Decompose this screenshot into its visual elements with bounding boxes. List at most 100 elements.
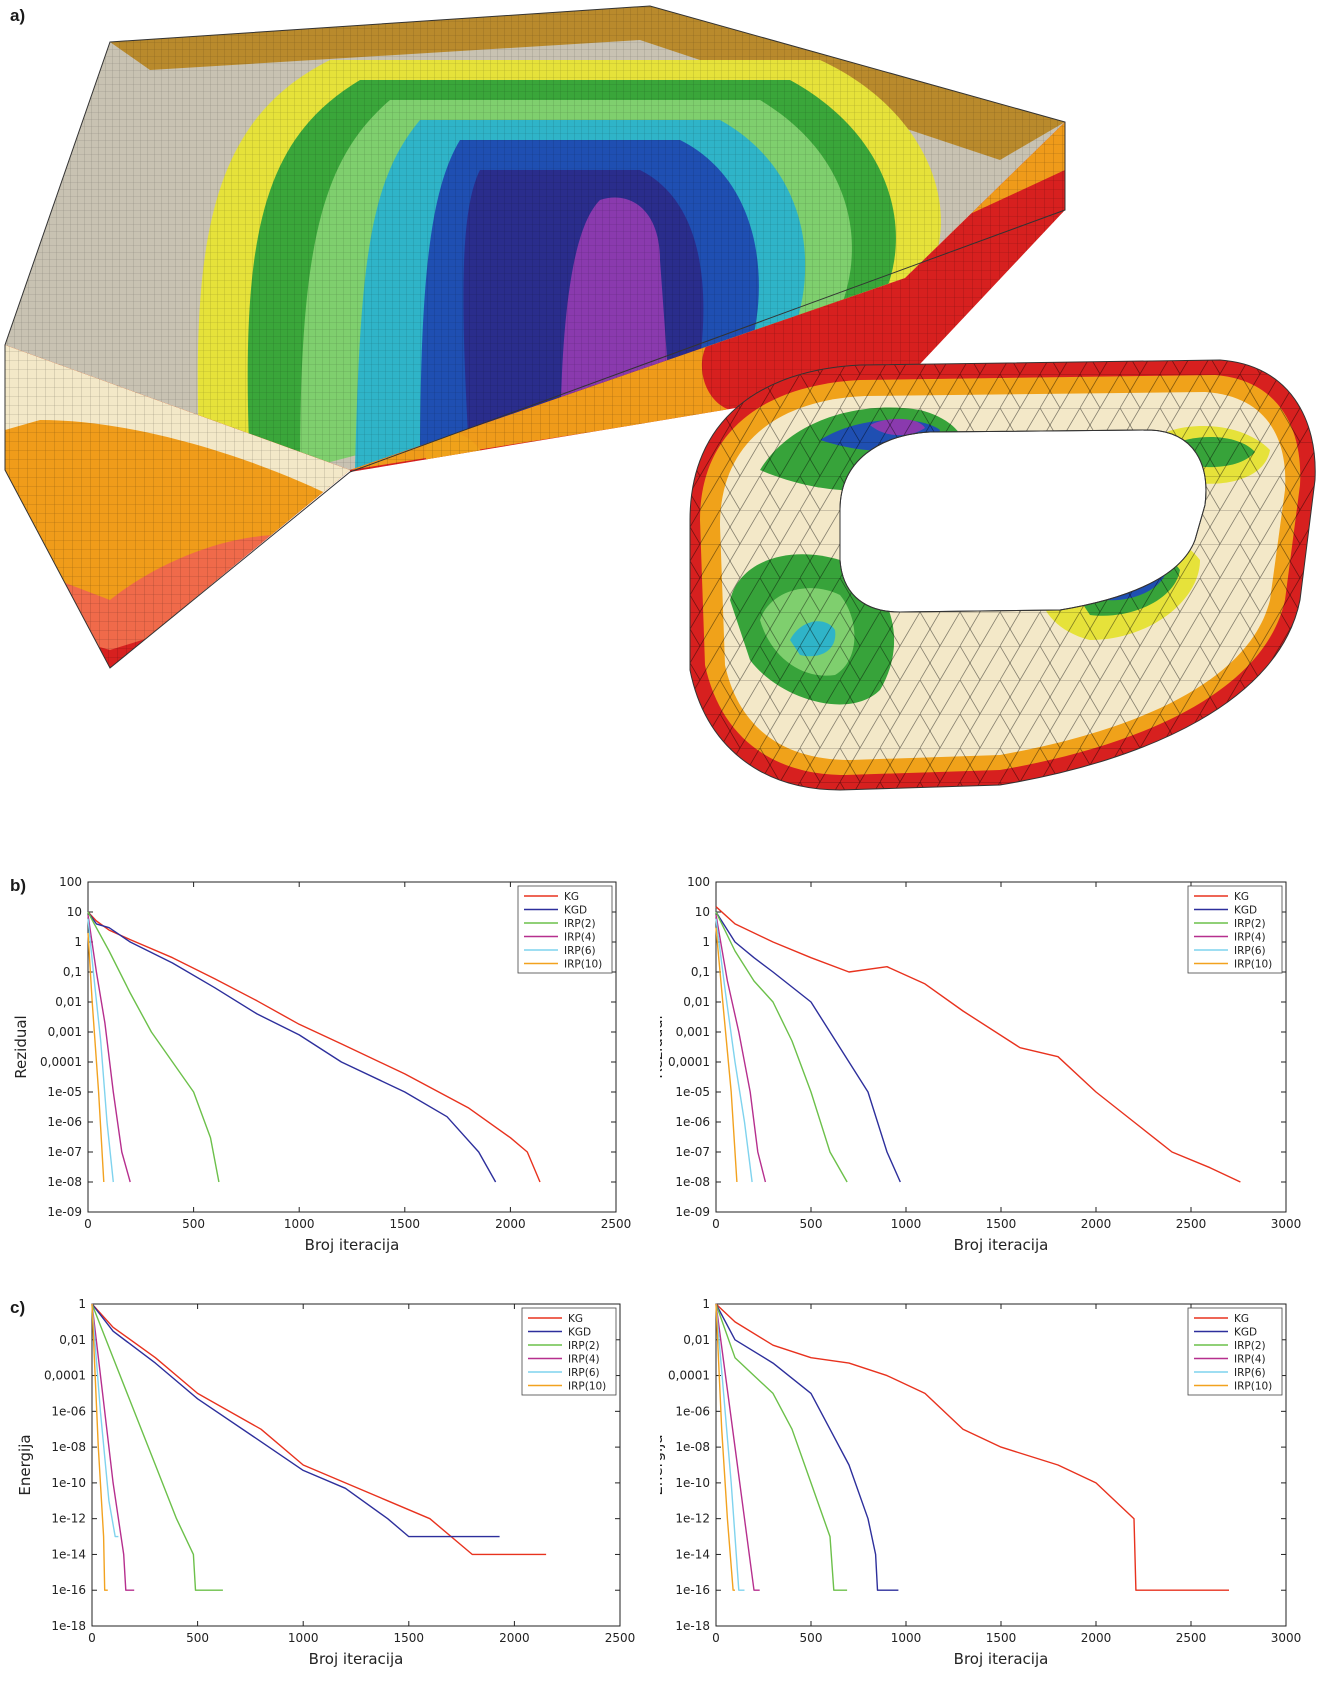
legend-label-irp-6: IRP(6) (564, 945, 596, 957)
series-line-irp-6 (715, 918, 753, 1183)
x-tick-label: 2000 (495, 1217, 526, 1231)
legend-label-irp-2: IRP(2) (1234, 918, 1266, 930)
series-line-irp-10 (91, 1303, 108, 1591)
y-axis-label: Energija (660, 1434, 666, 1495)
legend-label-irp-4: IRP(4) (568, 1354, 600, 1366)
x-tick-label: 1000 (288, 1631, 319, 1645)
y-tick-label: 10 (695, 905, 710, 919)
y-tick-label: 0,001 (676, 1025, 710, 1039)
y-tick-label: 1 (702, 1297, 710, 1311)
y-tick-label: 1e-08 (51, 1440, 86, 1454)
y-tick-label: 1e-08 (47, 1175, 82, 1189)
y-tick-label: 1e-06 (47, 1115, 82, 1129)
y-tick-label: 1e-10 (675, 1476, 710, 1490)
y-tick-label: 1 (702, 935, 710, 949)
series-line-kgd (715, 1303, 899, 1591)
legend-label-irp-4: IRP(4) (1234, 1354, 1266, 1366)
y-tick-label: 0,01 (59, 1333, 86, 1347)
x-axis-label: Broj iteracija (305, 1236, 400, 1254)
y-tick-label: 1e-07 (675, 1145, 710, 1159)
x-tick-label: 2500 (1176, 1217, 1207, 1231)
x-axis-label: Broj iteracija (954, 1650, 1049, 1668)
y-tick-label: 1e-12 (51, 1512, 86, 1526)
x-tick-label: 2000 (1081, 1631, 1112, 1645)
y-tick-label: 1e-16 (51, 1583, 86, 1597)
series-line-kg (715, 1303, 1229, 1591)
series-line-kg (91, 1303, 547, 1556)
x-tick-label: 500 (182, 1217, 205, 1231)
legend-label-kgd: KGD (1234, 1327, 1257, 1339)
mesh-ring (689, 359, 1316, 791)
y-tick-label: 0,1 (691, 965, 710, 979)
legend-label-irp-2: IRP(2) (568, 1340, 600, 1352)
x-tick-label: 0 (712, 1217, 720, 1231)
chart-residual-left: 1e-09 1e-08 1e-07 1e-06 1e-05 0,0001 0,001 0,01… (12, 875, 632, 1254)
series-line-irp-4 (715, 914, 767, 1183)
series-line-kgd (91, 1303, 500, 1538)
chart-residual-right: 1e-09 1e-08 1e-07 1e-06 1e-05 0,0001 0,001 0,01… (660, 875, 1302, 1254)
series-line-irp-4 (91, 1303, 135, 1591)
legend-label-irp-6: IRP(6) (1234, 1367, 1266, 1379)
legend-box (521, 1307, 617, 1396)
chart-energy-right: 1e-18 1e-16 1e-14 1e-12 1e-10 1e-08 1e-06 0,000… (660, 1297, 1302, 1668)
y-tick-label: 1e-06 (51, 1404, 86, 1418)
series-line-irp-2 (87, 911, 220, 1183)
legend-label-irp-6: IRP(6) (1234, 945, 1266, 957)
y-tick-label: 1e-09 (47, 1205, 82, 1219)
x-tick-label: 500 (800, 1631, 823, 1645)
series-line-kgd (715, 911, 901, 1183)
x-tick-label: 1000 (891, 1631, 922, 1645)
legend-label-irp-10: IRP(10) (1234, 959, 1272, 971)
y-tick-label: 10 (67, 905, 82, 919)
y-tick-label: 0,0001 (44, 1369, 86, 1383)
x-tick-label: 2500 (1176, 1631, 1207, 1645)
y-tick-label: 0,0001 (668, 1369, 710, 1383)
legend-label-kgd: KGD (564, 905, 587, 917)
y-tick-label: 1e-07 (47, 1145, 82, 1159)
y-tick-label: 100 (687, 875, 710, 889)
x-tick-label: 2500 (605, 1631, 636, 1645)
legend-label-irp-10: IRP(10) (1234, 1381, 1272, 1393)
legend-box (1187, 1307, 1283, 1396)
y-axis-label: Rezidual (660, 1015, 666, 1078)
x-tick-label: 1000 (284, 1217, 315, 1231)
x-tick-label: 3000 (1271, 1631, 1302, 1645)
x-tick-label: 1500 (390, 1217, 421, 1231)
y-tick-label: 1e-05 (47, 1085, 82, 1099)
y-tick-label: 1 (78, 1297, 86, 1311)
x-tick-label: 500 (186, 1631, 209, 1645)
x-tick-label: 2000 (1081, 1217, 1112, 1231)
x-tick-label: 1500 (986, 1631, 1017, 1645)
y-tick-label: 1e-06 (675, 1404, 710, 1418)
series-line-irp-4 (87, 914, 131, 1183)
y-tick-label: 1e-06 (675, 1115, 710, 1129)
y-tick-label: 1e-08 (675, 1440, 710, 1454)
y-tick-label: 0,0001 (668, 1055, 710, 1069)
x-tick-label: 2500 (601, 1217, 632, 1231)
legend-box (1187, 885, 1283, 974)
x-tick-label: 3000 (1271, 1217, 1302, 1231)
y-tick-label: 0,001 (48, 1025, 82, 1039)
panel-label-b: b) (10, 876, 27, 895)
y-tick-label: 0,0001 (40, 1055, 82, 1069)
legend-label-irp-10: IRP(10) (564, 959, 602, 971)
legend-label-irp-2: IRP(2) (1234, 1340, 1266, 1352)
x-tick-label: 0 (84, 1217, 92, 1231)
y-tick-label: 0,01 (683, 995, 710, 1009)
legend-label-irp-10: IRP(10) (568, 1381, 606, 1393)
y-tick-label: 1e-05 (675, 1085, 710, 1099)
x-tick-label: 0 (88, 1631, 96, 1645)
series-line-irp-2 (91, 1303, 223, 1591)
chart-energy-left: 1e-18 1e-16 1e-14 1e-12 1e-10 1e-08 1e-06 0,000… (16, 1297, 636, 1668)
legend-label-kg: KG (564, 891, 579, 903)
y-tick-label: 1e-14 (51, 1547, 86, 1561)
series-line-kg (715, 906, 1241, 1183)
series-line-irp-6 (715, 1303, 745, 1591)
mesh-figure (4, 5, 1316, 791)
series-line-irp-10 (87, 932, 105, 1183)
y-tick-label: 1e-09 (675, 1205, 710, 1219)
